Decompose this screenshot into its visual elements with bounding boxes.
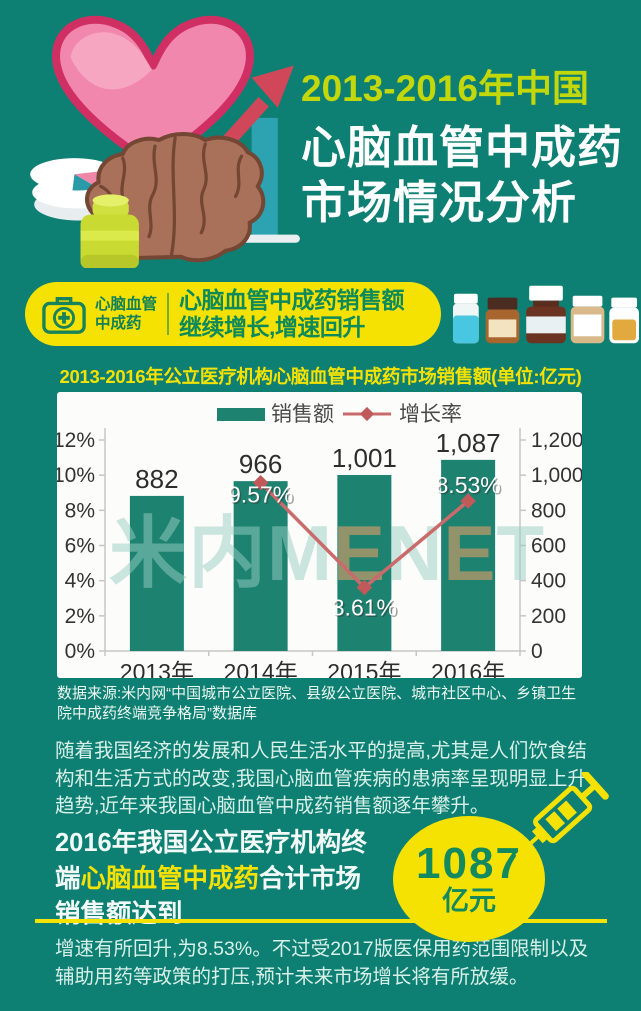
svg-text:882: 882	[135, 464, 178, 494]
banner-divider	[167, 293, 170, 335]
headline-line-1: 心脑血管中成药销售额	[179, 287, 405, 313]
svg-text:销售额: 销售额	[271, 403, 334, 426]
chart-svg: 销售额 增长率 0% 2% 4% 6% 8% 10% 12% 0 200 400 600 800 1,000…	[53, 403, 584, 685]
svg-text:8.53%: 8.53%	[437, 474, 502, 500]
chart-plot: 销售额 增长率 0% 2% 4% 6% 8% 10% 12% 0 200 400 600 800 1,000…	[53, 392, 584, 685]
svg-text:2016年: 2016年	[431, 659, 505, 678]
conclusion-paragraph: 增速有所回升,为8.53%。不过受2017版医保用药范围限制以及辅助用药等政策的…	[55, 938, 589, 988]
svg-text:9.57%: 9.57%	[230, 483, 295, 509]
highlight-line-1: 2016年我国公立医疗机构终	[55, 829, 367, 857]
svg-text:8%: 8%	[65, 499, 95, 522]
svg-text:0%: 0%	[65, 640, 95, 663]
highlight-statement: 2016年我国公立医疗机构终 端心脑血管中成药合计市场 销售额达到	[55, 826, 405, 933]
svg-text:200: 200	[531, 605, 566, 628]
title-topic: 市场情况分析	[301, 177, 578, 228]
highlight-line2-emphasis: 心脑血管中成药	[80, 864, 260, 893]
pill-bottle-icon	[570, 295, 605, 344]
svg-text:9.57%: 9.57%	[228, 482, 293, 508]
small-bottle-icon	[609, 297, 640, 344]
syrup-bottle-icon	[526, 285, 566, 344]
svg-text:12%: 12%	[57, 429, 95, 452]
svg-text:6%: 6%	[65, 535, 95, 558]
svg-text:0: 0	[531, 640, 543, 663]
svg-text:2013年: 2013年	[120, 659, 194, 678]
syringe-icon	[515, 772, 609, 858]
amber-jar-icon	[485, 297, 520, 344]
chart-title: 2013-2016年公立医疗机构心脑血管中成药市场销售额(单位:亿元)	[59, 366, 582, 387]
heart-icon	[52, 15, 254, 169]
headline-banner: 心脑血管 中成药 心脑血管中成药销售额 继续增长,增速回升	[25, 282, 441, 346]
svg-text:2%: 2%	[65, 605, 95, 628]
svg-text:1,001: 1,001	[332, 443, 397, 473]
svg-text:1,200: 1,200	[531, 429, 582, 452]
banner-badge-label: 心脑血管 中成药	[95, 295, 157, 333]
callout-value: 1087	[416, 839, 522, 888]
svg-text:米内MENET: 米内MENET	[109, 509, 545, 597]
title-years: 2013-2016年中国	[301, 68, 589, 109]
svg-text:3.61%: 3.61%	[332, 595, 397, 621]
svg-text:1,000: 1,000	[531, 464, 582, 487]
svg-text:2014年: 2014年	[224, 659, 298, 678]
svg-text:3.61%: 3.61%	[333, 596, 398, 622]
yellow-divider	[35, 919, 607, 923]
highlight-line2-post: 合计市场	[259, 864, 362, 893]
highlight-line-3: 销售额达到	[55, 900, 183, 928]
svg-text:增长率: 增长率	[399, 403, 462, 426]
badge-line-1: 心脑血管	[95, 296, 158, 313]
data-source-note: 数据来源:米内网“中国城市公立医院、县级公立医院、城市社区中心、乡镇卫生院中成药…	[57, 685, 577, 722]
bottle-icon	[80, 194, 139, 268]
svg-text:600: 600	[531, 535, 566, 558]
headline-line-2: 继续增长,增速回升	[179, 314, 365, 340]
page-title: 2013-2016年中国 心脑血管中成药 市场情况分析	[301, 58, 637, 230]
svg-text:8.53%: 8.53%	[436, 472, 501, 498]
highlight-line2-pre: 端	[55, 864, 81, 893]
hero-illustration	[30, 15, 300, 268]
svg-text:10%: 10%	[57, 464, 95, 487]
medicine-bottles-icon	[452, 285, 640, 344]
highlight-line-2: 端心脑血管中成药合计市场	[55, 862, 405, 898]
callout-unit: 亿元	[442, 886, 496, 916]
svg-text:1,087: 1,087	[436, 428, 501, 458]
value-callout-circle: 1087 亿元	[393, 816, 545, 942]
svg-text:2015年: 2015年	[327, 659, 401, 678]
svg-text:966: 966	[239, 449, 282, 479]
badge-line-2: 中成药	[95, 315, 142, 332]
first-aid-kit-icon	[42, 297, 86, 334]
title-subject: 心脑血管中成药	[301, 122, 624, 173]
vial-icon	[452, 293, 479, 344]
svg-text:800: 800	[531, 499, 566, 522]
svg-text:4%: 4%	[65, 570, 95, 593]
sales-growth-chart: 销售额 增长率 0% 2% 4% 6% 8% 10% 12% 0 200 400 600 800 1,000…	[53, 392, 584, 685]
banner-headline: 心脑血管中成药销售额 继续增长,增速回升	[179, 287, 405, 341]
svg-text:400: 400	[531, 570, 566, 593]
analysis-paragraph: 随着我国经济的发展和人民生活水平的提高,尤其是人们饮食结构和生活方式的改变,我国…	[55, 740, 587, 817]
